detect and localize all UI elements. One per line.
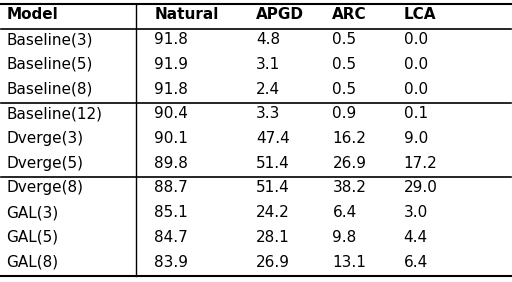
Text: 0.5: 0.5	[332, 32, 356, 47]
Text: 90.1: 90.1	[154, 131, 188, 146]
Text: APGD: APGD	[256, 8, 304, 23]
Text: 51.4: 51.4	[256, 180, 290, 195]
Text: 3.1: 3.1	[256, 57, 280, 72]
Text: Dverge(8): Dverge(8)	[7, 180, 83, 195]
Text: 0.5: 0.5	[332, 81, 356, 97]
Text: Dverge(5): Dverge(5)	[7, 156, 83, 171]
Text: 4.8: 4.8	[256, 32, 280, 47]
Text: 3.3: 3.3	[256, 106, 281, 121]
Text: 90.4: 90.4	[154, 106, 188, 121]
Text: 83.9: 83.9	[154, 255, 188, 270]
Text: 47.4: 47.4	[256, 131, 290, 146]
Text: GAL(8): GAL(8)	[7, 255, 58, 270]
Text: 3.0: 3.0	[403, 205, 428, 220]
Text: GAL(5): GAL(5)	[7, 230, 58, 245]
Text: 6.4: 6.4	[332, 205, 357, 220]
Text: Baseline(8): Baseline(8)	[7, 81, 93, 97]
Text: GAL(3): GAL(3)	[7, 205, 59, 220]
Text: 91.8: 91.8	[154, 81, 188, 97]
Text: 28.1: 28.1	[256, 230, 290, 245]
Text: 0.0: 0.0	[403, 57, 428, 72]
Text: 9.8: 9.8	[332, 230, 357, 245]
Text: Baseline(5): Baseline(5)	[7, 57, 93, 72]
Text: 51.4: 51.4	[256, 156, 290, 171]
Text: 38.2: 38.2	[332, 180, 366, 195]
Text: 9.0: 9.0	[403, 131, 428, 146]
Text: 0.0: 0.0	[403, 32, 428, 47]
Text: Dverge(3): Dverge(3)	[7, 131, 83, 146]
Text: Natural: Natural	[154, 8, 219, 23]
Text: 4.4: 4.4	[403, 230, 428, 245]
Text: Model: Model	[7, 8, 58, 23]
Text: 0.5: 0.5	[332, 57, 356, 72]
Text: Baseline(3): Baseline(3)	[7, 32, 93, 47]
Text: 84.7: 84.7	[154, 230, 188, 245]
Text: 0.1: 0.1	[403, 106, 428, 121]
Text: 26.9: 26.9	[256, 255, 290, 270]
Text: 16.2: 16.2	[332, 131, 366, 146]
Text: 89.8: 89.8	[154, 156, 188, 171]
Text: 88.7: 88.7	[154, 180, 188, 195]
Text: 26.9: 26.9	[332, 156, 367, 171]
Text: ARC: ARC	[332, 8, 367, 23]
Text: 24.2: 24.2	[256, 205, 290, 220]
Text: 91.8: 91.8	[154, 32, 188, 47]
Text: 85.1: 85.1	[154, 205, 188, 220]
Text: 0.9: 0.9	[332, 106, 357, 121]
Text: Baseline(12): Baseline(12)	[7, 106, 102, 121]
Text: LCA: LCA	[403, 8, 436, 23]
Text: 17.2: 17.2	[403, 156, 437, 171]
Text: 2.4: 2.4	[256, 81, 280, 97]
Text: 6.4: 6.4	[403, 255, 428, 270]
Text: 91.9: 91.9	[154, 57, 188, 72]
Text: 13.1: 13.1	[332, 255, 366, 270]
Text: 29.0: 29.0	[403, 180, 438, 195]
Text: 0.0: 0.0	[403, 81, 428, 97]
